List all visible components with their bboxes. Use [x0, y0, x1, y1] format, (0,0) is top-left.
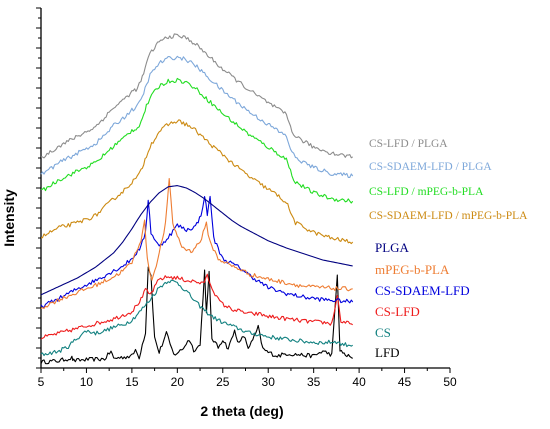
series-line-cs-sdaem-lfd — [40, 195, 354, 309]
x-tick-label: 50 — [443, 375, 457, 389]
legend-label-cs-sdaem-lfd-mpeg-b-pla: CS-SDAEM-LFD / mPEG-b-PLA — [369, 210, 528, 222]
x-ticks: 5 10 15 20 25 30 35 40 45 50 — [38, 368, 457, 389]
legend-label-cs-sdaem-lfd: CS-SDAEM-LFD — [375, 283, 470, 298]
series-line-cs-lfd-mpeg-b-pla — [40, 77, 354, 204]
x-tick-label: 30 — [262, 375, 276, 389]
series-group — [40, 33, 354, 365]
series-line-lfd — [40, 266, 353, 365]
legend-label-cs-lfd-plga: CS-LFD / PLGA — [369, 138, 448, 150]
legend-label-mpeg-b-pla: mPEG-b-PLA — [375, 262, 450, 277]
x-tick-label: 25 — [216, 375, 230, 389]
x-tick-label: 10 — [80, 375, 94, 389]
x-tick-label: 45 — [398, 375, 412, 389]
series-line-cs-sdaem-lfd-plga — [40, 55, 354, 178]
x-tick-label: 35 — [307, 375, 321, 389]
x-tick-label: 20 — [171, 375, 185, 389]
legend: LFD CS CS-LFD CS-SDAEM-LFD mPEG-b-PLA PLGA CS-… — [369, 138, 528, 360]
series-line-plga — [40, 185, 353, 296]
legend-label-cs: CS — [375, 325, 391, 340]
legend-label-cs-lfd: CS-LFD — [375, 304, 420, 319]
y-axis-title: Intensity — [1, 189, 17, 247]
series-line-cs-sdaem-lfd-mpeg-b-pla — [40, 119, 354, 245]
legend-label-cs-sdaem-lfd-plga: CS-SDAEM-LFD / PLGA — [369, 161, 492, 173]
series-line-cs-lfd — [40, 273, 353, 340]
x-tick-label: 5 — [38, 375, 45, 389]
x-tick-label: 40 — [352, 375, 366, 389]
series-line-cs-lfd-plga — [41, 33, 354, 159]
legend-label-plga: PLGA — [375, 240, 410, 255]
series-line-cs — [40, 279, 353, 357]
series-line-mpeg-b-pla — [40, 177, 353, 310]
legend-label-lfd: LFD — [375, 345, 400, 360]
x-tick-label: 15 — [125, 375, 139, 389]
legend-label-cs-lfd-mpeg-b-pla: CS-LFD / mPEG-b-PLA — [369, 186, 484, 198]
y-ticks — [36, 7, 41, 369]
x-axis-title: 2 theta (deg) — [200, 403, 283, 419]
